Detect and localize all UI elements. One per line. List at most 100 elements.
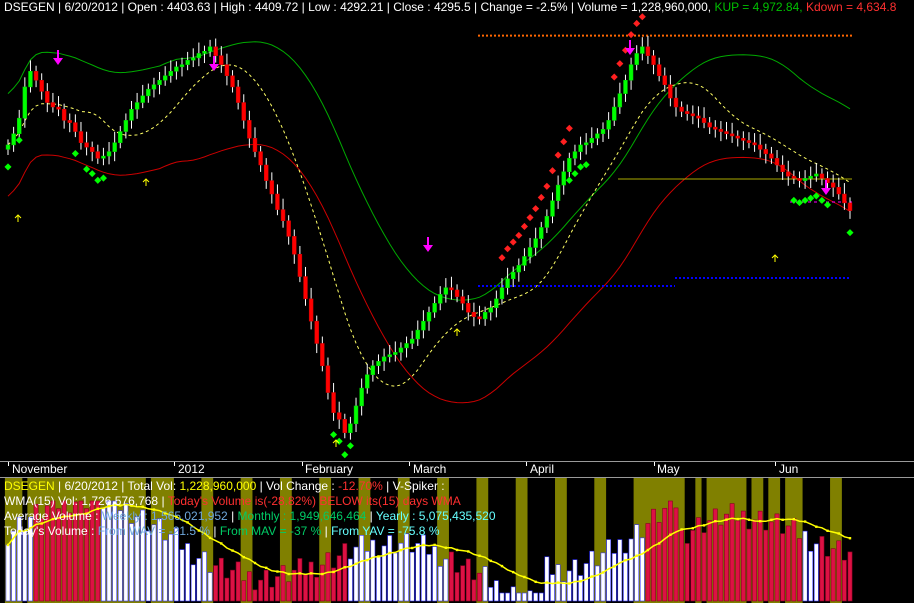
candle-body — [252, 137, 258, 152]
axis-tick — [302, 461, 303, 466]
volume-bar — [44, 505, 50, 602]
volume-bar — [651, 508, 656, 602]
volume-bar — [505, 592, 510, 602]
candle-body — [516, 265, 522, 273]
volume-bar — [623, 552, 628, 602]
volume-bar — [488, 587, 494, 602]
candle-body — [39, 79, 44, 92]
volume-bar — [415, 543, 421, 602]
candle-body — [426, 311, 432, 322]
candle-body — [370, 365, 376, 375]
candle-body — [409, 338, 415, 344]
volume-bar — [112, 500, 118, 602]
wma-point — [837, 532, 840, 535]
volume-highlight-band — [442, 478, 449, 603]
candle-body — [791, 175, 797, 179]
support-dot — [83, 165, 91, 173]
candle-body — [477, 316, 482, 320]
candle-body — [112, 142, 117, 152]
wma-point — [40, 522, 43, 525]
volume-highlight-band — [240, 478, 247, 603]
from-wav: From WAV = -21.5 % — [97, 524, 211, 538]
middle-band-line — [7, 64, 851, 387]
candle-body — [89, 146, 95, 152]
candle-body — [241, 102, 246, 121]
candle-body — [28, 71, 33, 88]
volume-bar — [830, 548, 836, 602]
wma-point — [613, 565, 616, 568]
volume-bar — [409, 551, 415, 602]
resistance-dot — [633, 19, 641, 27]
candle-body — [696, 115, 701, 119]
candle-body — [331, 392, 336, 413]
candle-body — [185, 59, 190, 65]
upper-band-line — [7, 41, 851, 301]
candle-body — [612, 106, 617, 121]
volume-bar — [353, 546, 359, 602]
sell-arrow-icon — [53, 58, 63, 65]
candle-body — [443, 287, 449, 295]
wma-point — [669, 533, 672, 536]
candle-body — [314, 320, 319, 344]
volume-bar — [763, 529, 769, 602]
volume-bar — [785, 525, 791, 602]
volume-bar — [174, 527, 179, 602]
wma-point — [208, 536, 212, 540]
volume-bar — [258, 579, 263, 602]
volume-bar — [797, 538, 802, 602]
volume-bar — [516, 592, 522, 602]
volume-bar — [769, 521, 774, 602]
volume-bar — [477, 572, 482, 602]
buy-arrow-icon — [14, 214, 22, 222]
volume-highlight-band — [599, 478, 607, 603]
volume-bar — [129, 523, 134, 602]
candle-body — [600, 129, 606, 135]
wma-point — [534, 580, 537, 584]
volume-bar — [297, 558, 303, 602]
wma-point — [422, 543, 425, 547]
volume-bar — [314, 577, 320, 602]
candle-body — [219, 55, 224, 65]
volume-bar — [72, 501, 78, 602]
candle-body — [438, 294, 443, 304]
candle-body — [606, 120, 611, 130]
volume-bar — [392, 552, 398, 602]
volume-bar — [235, 561, 241, 602]
price-chart-pane[interactable]: DSEGEN | 6/20/2012 | Open : 4403.63 | Hi… — [0, 0, 914, 461]
volume-highlight-band — [830, 478, 837, 603]
resistance-dot — [509, 238, 517, 246]
volume-bar — [168, 533, 174, 602]
wma-point — [601, 571, 605, 574]
volume-bar — [634, 524, 640, 602]
wma-point — [96, 507, 100, 510]
volume-bar — [342, 543, 348, 602]
volume-bar — [291, 569, 297, 602]
wma-point — [545, 581, 549, 584]
wma-point — [152, 508, 156, 511]
volume-bar — [825, 556, 830, 602]
vol-change-value: -12.70% — [338, 479, 383, 493]
candle-body — [61, 108, 67, 121]
wma-point — [815, 525, 818, 528]
candle-body — [494, 298, 499, 309]
volume-highlight-band — [437, 478, 444, 603]
volume-bar — [16, 516, 22, 602]
wma-point — [186, 521, 189, 524]
volume-bar — [162, 539, 168, 602]
volume-bar — [493, 580, 499, 602]
support-dot — [565, 176, 573, 184]
wma-point — [736, 517, 739, 521]
wma-point — [321, 572, 324, 576]
wma-point — [646, 548, 650, 552]
volume-bar — [819, 536, 825, 602]
candle-body — [258, 151, 263, 166]
candle-body — [482, 311, 488, 320]
wma-label: WMA(15) Vol: — [4, 494, 79, 508]
wma-point — [220, 542, 223, 545]
volume-bar — [404, 533, 409, 602]
volume-chart-pane[interactable]: DSEGEN | 6/20/2012 | Total Vol: 1,228,96… — [0, 478, 914, 603]
axis-tick — [409, 461, 410, 466]
volume-bar — [813, 543, 819, 602]
header-date: 6/20/2012 — [64, 0, 118, 14]
candle-body — [780, 164, 785, 172]
